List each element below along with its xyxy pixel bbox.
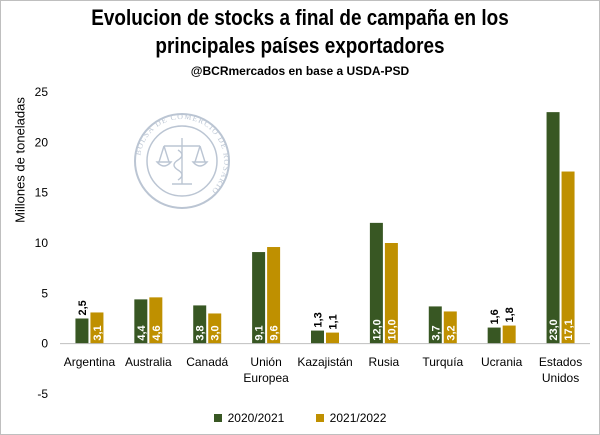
- bar-2020-2021: [193, 305, 207, 344]
- y-tick-label: 10: [35, 236, 49, 250]
- bar-2021-2022: [443, 311, 457, 344]
- bar-value-label: 1,3: [313, 312, 325, 327]
- chart-title-line-2: principales países exportadores: [155, 33, 445, 58]
- x-tick-label: Estados: [539, 355, 582, 369]
- bar-2020-2021: [134, 299, 148, 344]
- y-tick-label: 20: [35, 135, 49, 149]
- bar-2021-2022: [267, 247, 281, 344]
- bar-2021-2022: [90, 312, 104, 344]
- bar-value-label: 23,0: [548, 319, 560, 340]
- bar-2020-2021: [428, 306, 442, 344]
- x-tick-label: Rusia: [369, 355, 400, 369]
- bar-2021-2022: [149, 297, 163, 344]
- bar-value-label: 4,6: [151, 325, 163, 340]
- chart-subtitle: @BCRmercados en base a USDA-PSD: [190, 64, 410, 78]
- bar-2021-2022: [502, 325, 516, 344]
- bar-2021-2022: [326, 332, 339, 344]
- x-tick-label: Argentina: [64, 355, 116, 369]
- bar-value-label: 3,0: [210, 325, 222, 340]
- watermark-seal: BOLSA DE COMERCIO DE ROSARIO: [133, 112, 230, 209]
- chart-title: Evolucion de stocks a final de campaña e…: [42, 4, 558, 60]
- bar-2021-2022: [561, 171, 575, 344]
- x-axis: Argentina Australia Canadá Unión Europea Kaza…: [60, 343, 590, 385]
- y-tick-label: 25: [35, 85, 49, 99]
- bar-value-label: 3,7: [430, 325, 442, 340]
- bar-value-label: 3,1: [92, 325, 104, 340]
- bar-2021-2022: [384, 243, 398, 344]
- legend-swatch-2021-2022: [315, 414, 324, 422]
- y-axis: -5 0 5 10 15 20 25: [35, 85, 49, 401]
- x-tick-label: Canadá: [186, 355, 228, 369]
- legend-label-2021-2022: 2021/2022: [329, 411, 387, 425]
- bars: 2,53,1 4,4 4,6 3,8 3,0 9,1 9,6 1,3 1,1 12,0 10,0 3,…: [75, 112, 575, 344]
- bar-value-label: 9,6: [269, 325, 281, 340]
- bar-2020-2021: [75, 318, 89, 344]
- bar-2020-2021: [369, 222, 383, 344]
- legend-label-2020-2021: 2020/2021: [227, 411, 285, 425]
- bar-value-label: 1,8: [504, 307, 516, 322]
- x-tick-label: Kazajistán: [297, 355, 352, 369]
- x-tick-label: Unión: [250, 355, 281, 369]
- bar-value-label: 12,0: [371, 319, 383, 340]
- bar-2020-2021: [311, 330, 324, 344]
- y-tick-label: -5: [37, 387, 48, 401]
- scales-of-justice-icon: [155, 138, 209, 185]
- x-tick-label: Unidos: [542, 371, 579, 385]
- bar-value-label: 3,8: [195, 325, 207, 340]
- legend-item-2020-2021: 2020/2021: [213, 411, 285, 425]
- bar-value-label: 1,6: [489, 309, 501, 324]
- x-tick-label: Turquía: [422, 355, 463, 369]
- chart-title-line-1: Evolucion de stocks a final de campaña e…: [91, 5, 509, 30]
- bar-value-label: 1,1: [328, 314, 340, 329]
- bar-value-label: 17,1: [563, 319, 575, 340]
- legend: 2020/2021 2021/2022: [0, 411, 600, 425]
- x-tick-label: Ucrania: [481, 355, 523, 369]
- bar-value-label: 4,4: [136, 324, 148, 340]
- x-tick-label: Australia: [125, 355, 172, 369]
- bar-2021-2022: [208, 313, 222, 344]
- bar-value-label: 10,0: [386, 319, 398, 340]
- y-tick-label: 15: [35, 186, 49, 200]
- bar-value-label: 9,1: [254, 325, 266, 340]
- y-tick-label: 0: [41, 337, 48, 351]
- y-tick-label: 5: [41, 286, 48, 300]
- legend-item-2021-2022: 2021/2022: [315, 411, 387, 425]
- bar-2020-2021: [487, 327, 501, 344]
- bar-2020-2021: [252, 252, 266, 344]
- x-tick-label: Europea: [243, 371, 289, 385]
- bar-value-label: 3,2: [445, 325, 457, 340]
- bar-value-label: 2,5: [77, 300, 89, 315]
- legend-swatch-2020-2021: [213, 414, 222, 422]
- bar-2020-2021: [546, 112, 560, 344]
